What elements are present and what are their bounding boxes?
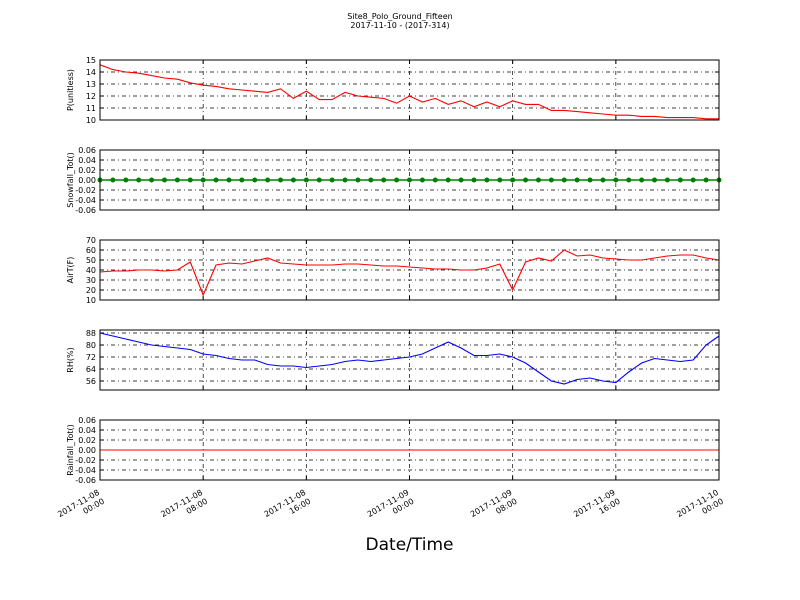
y-tick-label: 14 [86,68,96,77]
data-line [99,64,719,120]
y-tick-label: 20 [86,286,96,295]
chart-subtitle: 2017-11-10 - (2017-314) [350,21,449,30]
data-point [213,177,219,183]
y-axis-label: P(unitless) [66,69,75,111]
chart-title: Site8_Polo_Ground_Fifteen [347,12,452,21]
data-point [278,177,284,183]
y-axis-label: Snowfall_Tot() [66,152,75,208]
y-axis-label: Rainfall_Tot() [66,424,75,476]
plot-frame [99,329,720,391]
y-tick-label: 72 [86,353,96,362]
data-point [187,177,193,183]
data-point [290,177,296,183]
data-point [703,177,709,183]
data-point [574,177,580,183]
data-point [561,177,567,183]
data-point [226,177,232,183]
data-point [252,177,258,183]
data-point [510,177,516,183]
y-tick-label: 0.06 [78,416,96,425]
data-point [265,177,271,183]
y-tick-label: 15 [86,56,96,65]
data-point [432,177,438,183]
plot-frame [99,239,720,301]
data-point [394,177,400,183]
data-point [690,177,696,183]
data-point [239,177,245,183]
y-tick-label: 11 [86,104,96,113]
x-axis-label: Date/Time [366,535,454,555]
data-point [587,177,593,183]
data-point [652,177,658,183]
y-tick-label: 0.04 [78,426,96,435]
data-point [535,177,541,183]
data-point [664,177,670,183]
data-point [355,177,361,183]
y-tick-label: 10 [86,116,96,125]
y-tick-label: 0.02 [78,436,96,445]
data-point [471,177,477,183]
data-point [200,177,206,183]
y-tick-label: 0.06 [78,146,96,155]
data-point [149,177,155,183]
data-point [419,177,425,183]
data-point [548,177,554,183]
y-tick-label: 10 [86,296,96,305]
data-line [99,249,720,297]
data-point [329,177,335,183]
plot-frame [99,419,720,481]
y-tick-label: 80 [86,341,96,350]
data-point [110,177,116,183]
data-point [174,177,180,183]
y-tick-label: 70 [86,236,96,245]
y-axis-label: AirT(F) [66,257,75,284]
data-point [303,177,309,183]
y-tick-label: 50 [86,256,96,265]
data-line [99,332,720,385]
data-point [523,177,529,183]
data-point [497,177,503,183]
y-tick-label: -0.04 [75,196,96,205]
y-tick-label: 0.00 [78,446,96,455]
y-tick-label: 40 [86,266,96,275]
y-tick-label: -0.06 [75,206,96,215]
data-point [677,177,683,183]
y-tick-label: 0.02 [78,166,96,175]
y-tick-label: 56 [86,377,96,386]
y-tick-label: 30 [86,276,96,285]
y-tick-label: -0.06 [75,476,96,485]
y-tick-label: 60 [86,246,96,255]
y-tick-label: 12 [86,92,96,101]
data-point [407,177,412,183]
y-tick-label: 13 [86,80,96,89]
data-point [600,177,606,183]
data-point [639,177,645,183]
data-point [484,177,490,183]
data-point [316,177,322,183]
y-axis-label: RH(%) [66,347,75,372]
y-tick-label: -0.02 [75,456,96,465]
data-point [613,177,619,183]
data-point [368,177,374,183]
data-point [381,177,387,183]
y-tick-label: 0.00 [78,176,96,185]
y-tick-label: 0.04 [78,156,96,165]
data-point [161,177,167,183]
data-point [458,177,464,183]
y-tick-label: -0.04 [75,466,96,475]
plot-frame [99,59,720,121]
data-point [445,177,451,183]
data-point [342,177,348,183]
data-point [626,177,632,183]
y-tick-label: 64 [86,365,96,374]
y-tick-label: -0.02 [75,186,96,195]
plot-frame [99,149,720,211]
data-point [123,177,129,183]
data-point [136,177,142,183]
y-tick-label: 88 [86,329,96,338]
